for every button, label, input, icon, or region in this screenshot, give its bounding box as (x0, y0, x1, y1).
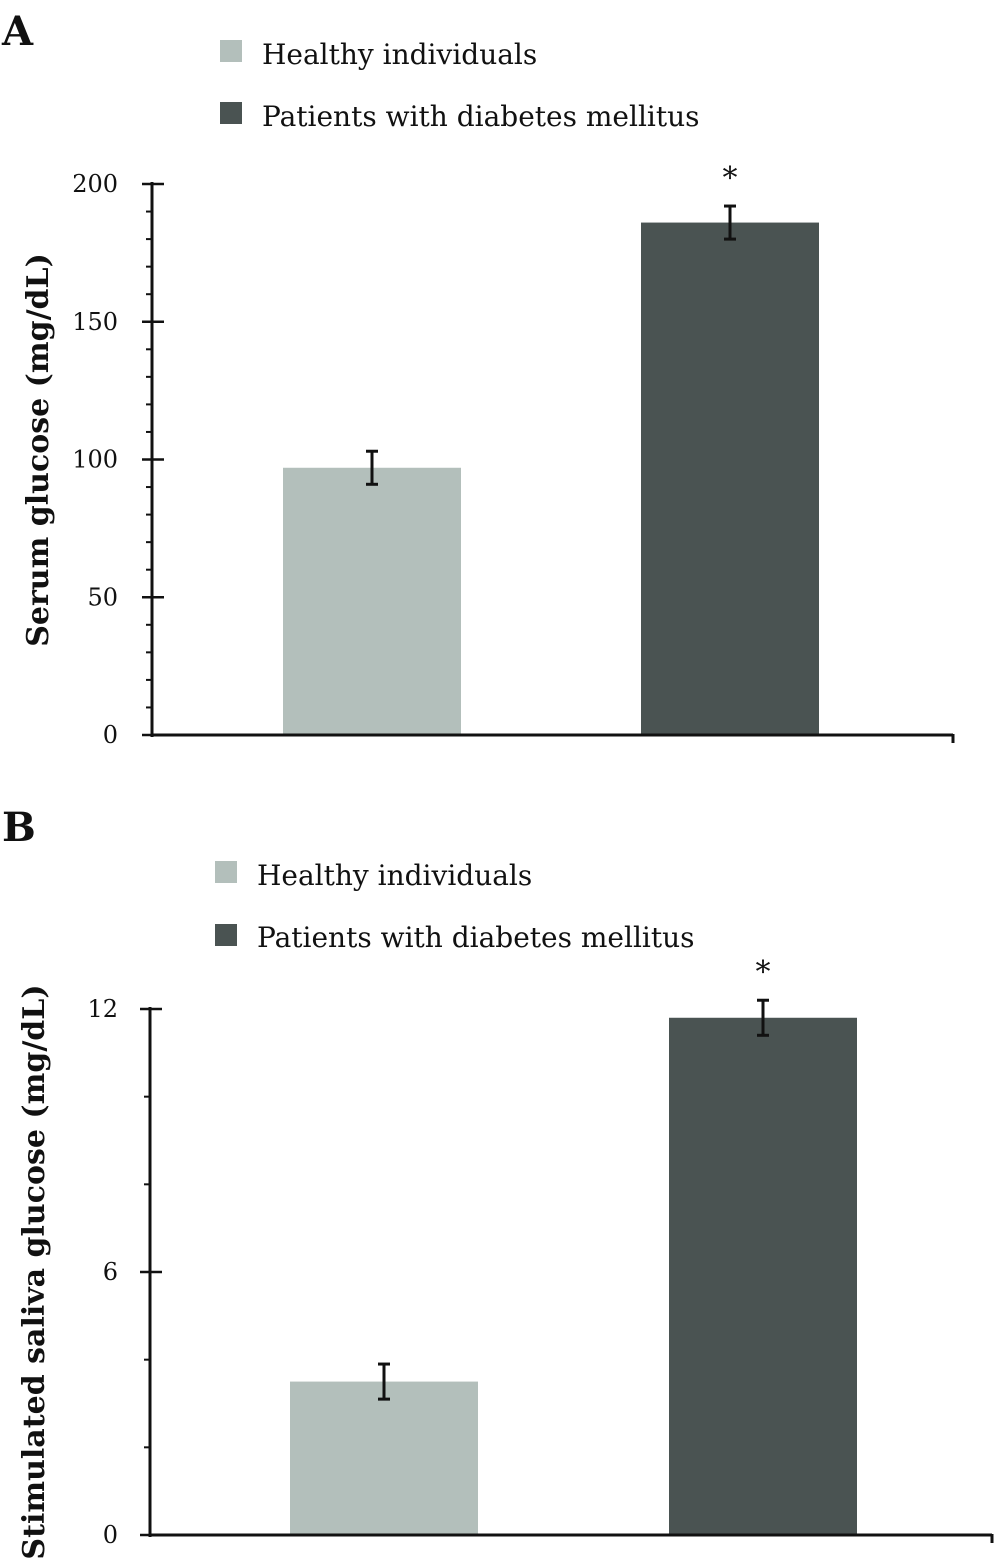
significance-marker-2: * (756, 955, 771, 990)
y-tick-label: 6 (103, 1258, 118, 1286)
legend-label-1: Healthy individuals (257, 859, 532, 892)
y-tick-label: 0 (103, 1521, 118, 1549)
legend-swatch-2 (215, 924, 237, 946)
bar-2 (641, 222, 819, 735)
significance-marker-2: * (723, 161, 738, 196)
y-tick-label: 50 (87, 583, 118, 611)
bar-1 (290, 1381, 478, 1535)
bar-chart-a: A Healthy individuals Patients with diabet… (1, 8, 955, 749)
chart-panel-b: B Healthy individuals Patients with diabet… (0, 784, 1000, 1568)
panel-label: A (1, 8, 34, 55)
y-tick-label: 150 (72, 308, 118, 336)
y-tick-label: 100 (72, 446, 118, 474)
legend-swatch-2 (220, 102, 242, 124)
legend-swatch-1 (215, 861, 237, 883)
chart-panel-a: A Healthy individuals Patients with diabet… (1, 8, 955, 749)
bar-1 (283, 467, 461, 735)
y-tick-label: 200 (72, 170, 118, 198)
bar-2 (669, 1017, 857, 1535)
y-tick-label: 12 (87, 995, 118, 1023)
y-axis-label: Stimulated saliva glucose (mg/dL) (17, 984, 52, 1559)
legend-label-2: Patients with diabetes mellitus (257, 921, 695, 954)
y-tick-label: 0 (103, 721, 118, 749)
panel-label: B (2, 804, 36, 851)
legend-swatch-1 (220, 40, 242, 62)
y-axis-label: Serum glucose (mg/dL) (21, 253, 56, 647)
legend-label-2: Patients with diabetes mellitus (262, 100, 700, 133)
legend-label-1: Healthy individuals (262, 38, 537, 71)
bar-chart-b: B Healthy individuals Patients with diabet… (2, 804, 994, 1560)
